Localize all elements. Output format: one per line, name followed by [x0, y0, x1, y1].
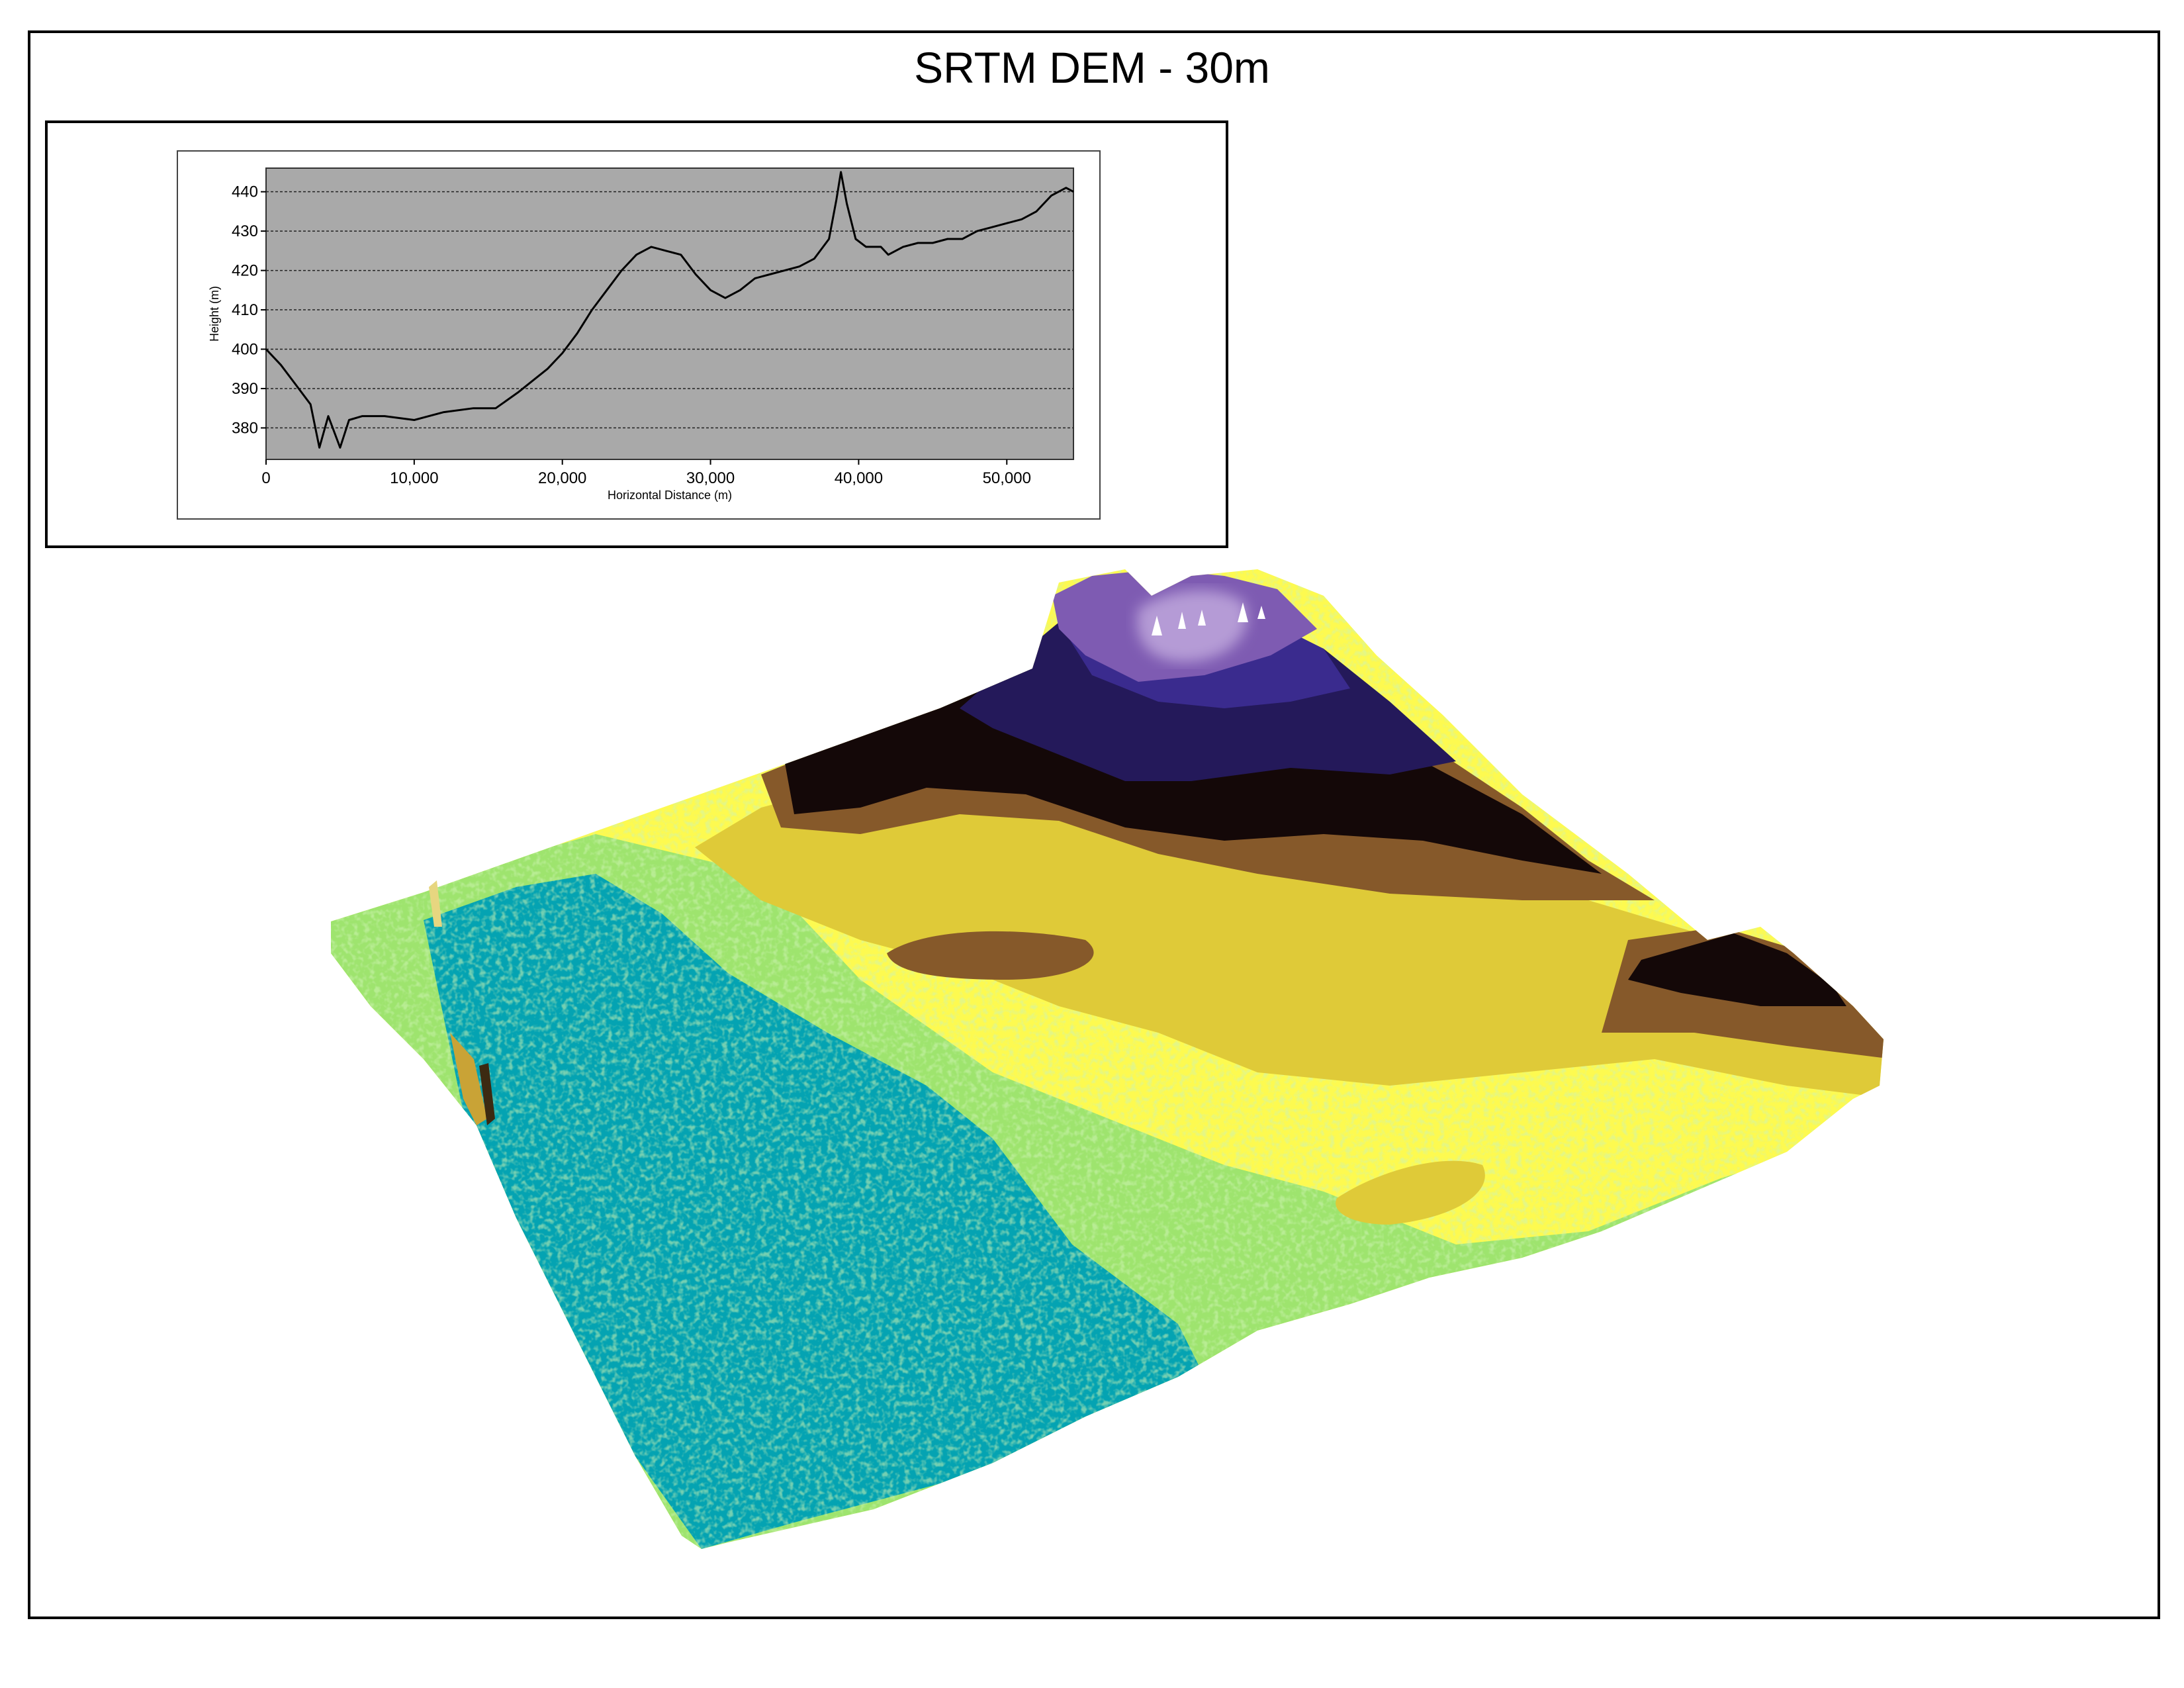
terrain-surface [331, 569, 1884, 1549]
map-frame [28, 30, 2160, 1619]
y-tick-label: 420 [232, 262, 258, 280]
x-tick-label: 30,000 [686, 469, 735, 487]
plot-area [265, 167, 1074, 460]
ridge-west-1 [450, 1033, 487, 1125]
y-tick-label: 390 [232, 380, 258, 398]
y-tick-label: 400 [232, 341, 258, 359]
profile-inset: 380 390 400 410 420 430 440 0 10,000 20,000 30,000… [45, 120, 1228, 548]
map-title: SRTM DEM - 30m [914, 43, 1270, 92]
x-tick-label: 0 [261, 469, 270, 487]
x-tick-label: 10,000 [390, 469, 438, 487]
ridge-west-3 [429, 880, 442, 927]
elevation-profile-chart: 380 390 400 410 420 430 440 0 10,000 20,000 30,000… [177, 150, 1101, 520]
y-tick-label: 440 [232, 183, 258, 201]
x-tick-label: 20,000 [538, 469, 586, 487]
x-tick-label: 50,000 [983, 469, 1031, 487]
x-tick-label: 40,000 [835, 469, 883, 487]
profile-line [265, 171, 1074, 449]
y-axis-label: Height (m) [208, 286, 221, 342]
y-tick-label: 430 [232, 222, 258, 240]
x-axis-label: Horizontal Distance (m) [608, 489, 732, 502]
ridge-west-2 [479, 1063, 495, 1125]
y-tick-label: 410 [232, 301, 258, 319]
y-tick-label: 380 [232, 419, 258, 437]
